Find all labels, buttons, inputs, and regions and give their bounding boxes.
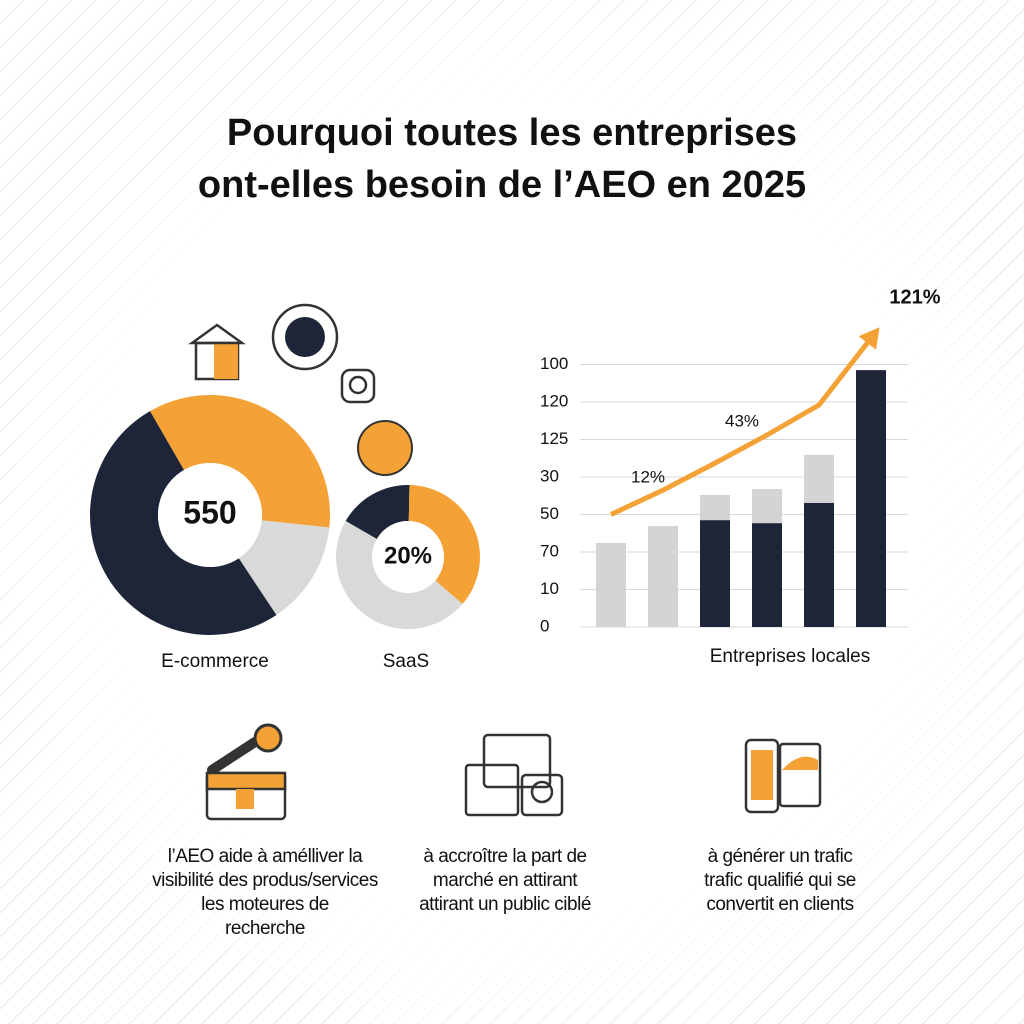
- donut-segment: [150, 395, 330, 528]
- donut-segment: [238, 520, 330, 615]
- bar-segment: [804, 454, 834, 503]
- y-tick-label: 120: [540, 391, 568, 410]
- feature-caption-line: marché en attirant: [433, 870, 578, 891]
- donut-segment: [408, 485, 480, 605]
- bar-segment: [804, 502, 834, 627]
- feature-caption-line: l’AEO aide à amélliver la: [168, 846, 363, 867]
- bar-segment: [752, 523, 782, 627]
- donut-segment: [90, 411, 277, 635]
- trend-annotation: 43%: [725, 411, 759, 430]
- donut-segment: [336, 521, 463, 629]
- feature-captions: l’AEO aide à amélliver la visibilité des …: [152, 846, 856, 939]
- donut-label: SaaS: [383, 651, 429, 672]
- donut-label: E-commerce: [161, 651, 269, 672]
- feature-caption-line: visibilité des produs/services: [152, 870, 378, 891]
- feature-caption-line: à accroître la part de: [423, 846, 586, 867]
- y-tick-label: 70: [540, 541, 559, 560]
- y-tick-label: 10: [540, 579, 559, 598]
- feature-caption-line: attirant un public ciblé: [419, 894, 591, 915]
- title-line: ont-elles besoin de l’AEO en 2025: [198, 164, 806, 206]
- decor-icons: [188, 303, 822, 821]
- trend-annotation: 121%: [889, 286, 940, 308]
- y-tick-label: 0: [540, 616, 549, 635]
- feature-caption-line: trafic qualifié qui se: [704, 870, 856, 891]
- y-tick-label: 30: [540, 466, 559, 485]
- bar-segment: [700, 520, 730, 627]
- feature-caption-line: les moteures de: [201, 894, 329, 915]
- feature-caption-line: recherche: [225, 918, 305, 939]
- feature-caption-line: à générer un trafic: [708, 846, 853, 867]
- bar-segment: [596, 543, 626, 627]
- donut-center-label: 550: [183, 494, 236, 530]
- feature-caption-line: convertit en clients: [706, 894, 853, 915]
- y-tick-label: 50: [540, 504, 559, 523]
- trend-annotation: 12%: [631, 467, 665, 486]
- donut-hole: [158, 463, 262, 567]
- bar-segment: [856, 370, 886, 627]
- donut-segment: [345, 484, 410, 539]
- y-tick-label: 125: [540, 429, 568, 448]
- bar-segment: [648, 526, 678, 627]
- bar-segment: [700, 495, 730, 521]
- trend-line: [609, 336, 873, 517]
- title-line: Pourquoi toutes les entreprises: [227, 112, 797, 154]
- donut-center-label: 20%: [384, 542, 432, 569]
- donut-hole: [372, 521, 444, 593]
- x-axis-label: Entreprises locales: [710, 646, 871, 667]
- y-tick-label: 100: [540, 354, 568, 373]
- bar-segment: [752, 489, 782, 524]
- trend-arrowhead: [858, 327, 880, 350]
